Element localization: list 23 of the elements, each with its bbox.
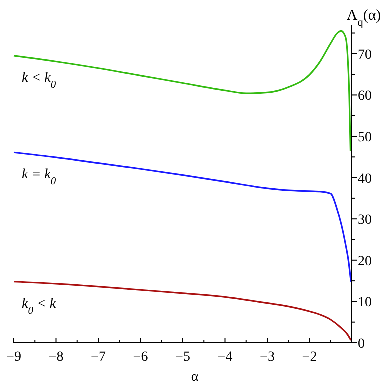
y-tick-label: 20	[358, 254, 372, 270]
x-tick-label: −7	[91, 350, 106, 365]
y-tick-label: 0	[358, 337, 365, 352]
x-tick-label: −9	[6, 350, 22, 365]
y-tick-label: 50	[358, 130, 372, 146]
x-tick-label: −5	[176, 350, 190, 365]
y-tick-label: 30	[358, 213, 372, 228]
x-tick-label: −4	[218, 350, 233, 365]
y-tick-label: 10	[358, 296, 372, 311]
x-tick-label: −3	[260, 350, 275, 365]
line-series	[13, 30, 352, 152]
y-tick-label: 40	[358, 172, 372, 187]
series-label: k < k$_{0}$	[22, 70, 57, 90]
y-tick-label: 70	[358, 48, 372, 63]
y-axis-title: Λ$_{q}$(α)	[346, 8, 382, 29]
series-label: k$_{0}$ < k	[22, 296, 57, 316]
x-tick-label: −2	[302, 350, 318, 365]
x-tick-label: −6	[133, 350, 148, 365]
x-axis-title: α	[191, 370, 200, 385]
y-tick-label: 60	[358, 89, 372, 104]
x-tick-label: −8	[48, 350, 64, 365]
series-label: k = k$_{0}$	[22, 168, 57, 188]
line-series	[13, 152, 352, 283]
